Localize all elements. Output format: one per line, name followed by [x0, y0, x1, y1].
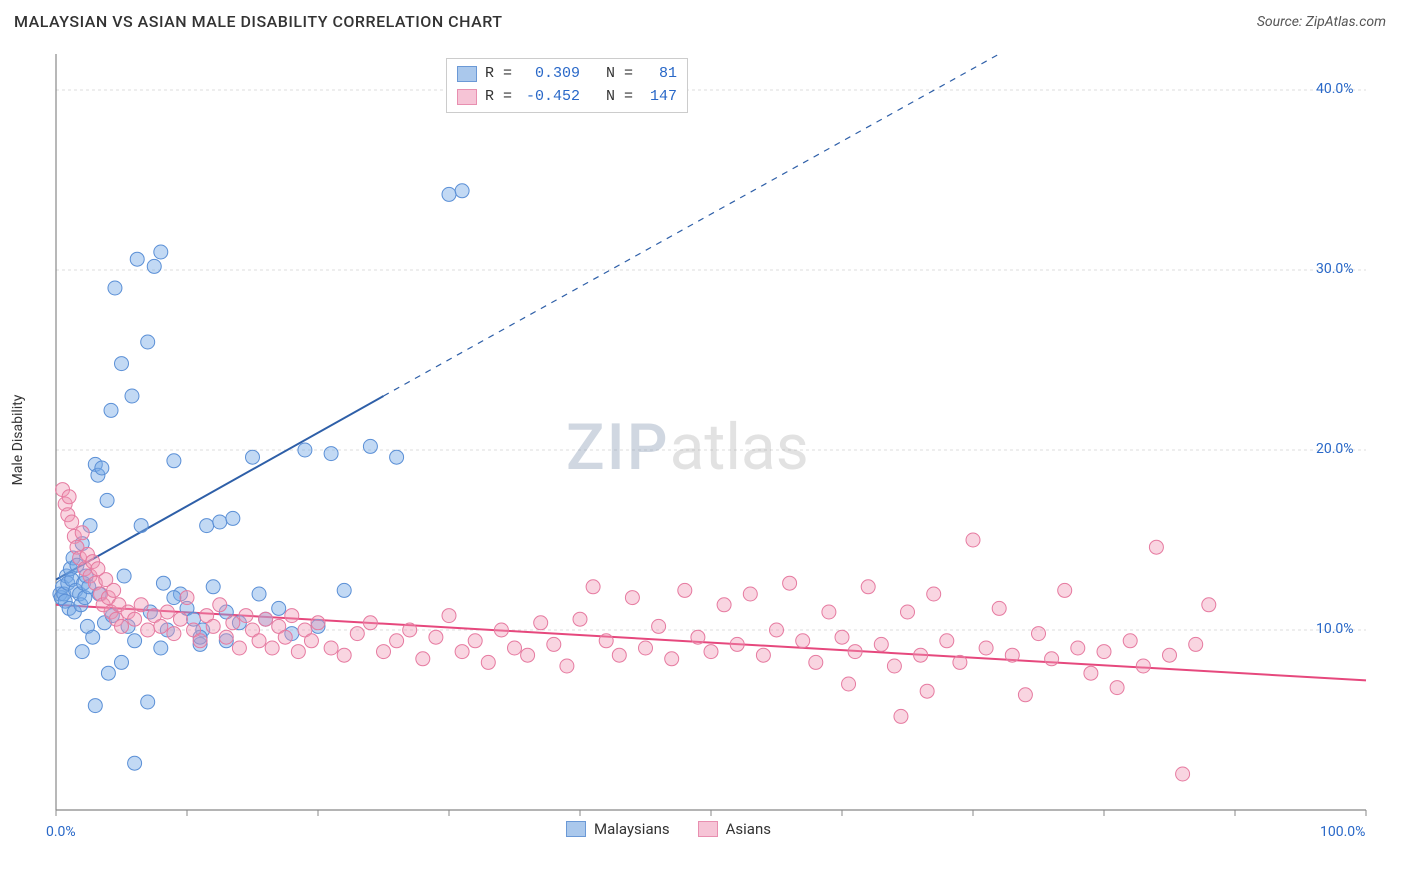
swatch-asians — [698, 821, 718, 837]
swatch-asians — [457, 89, 477, 105]
legend-item-asians: Asians — [698, 820, 771, 838]
n-value-asians: 147 — [641, 86, 677, 109]
swatch-malaysians — [566, 821, 586, 837]
y-tick-label: 10.0% — [1316, 621, 1354, 637]
x-tick-label: 0.0% — [46, 824, 76, 840]
stat-label: R = — [485, 63, 512, 86]
y-tick-label: 40.0% — [1316, 81, 1354, 97]
stat-label: N = — [588, 86, 633, 109]
legend-row-malaysians: R = 0.309 N = 81 — [457, 63, 677, 86]
y-tick-label: 30.0% — [1316, 261, 1354, 277]
r-value-malaysians: 0.309 — [520, 63, 580, 86]
y-tick-label: 20.0% — [1316, 441, 1354, 457]
x-tick-label: 100.0% — [1320, 824, 1365, 840]
y-axis-label: Male Disability — [10, 395, 26, 486]
chart-area: ZIPatlas R = 0.309 N = 81 R = -0.452 N =… — [46, 50, 1386, 840]
series-legend: Malaysians Asians — [566, 820, 771, 838]
legend-row-asians: R = -0.452 N = 147 — [457, 86, 677, 109]
n-value-malaysians: 81 — [641, 63, 677, 86]
stat-label: R = — [485, 86, 512, 109]
source-label: Source: ZipAtlas.com — [1257, 14, 1386, 30]
stat-label: N = — [588, 63, 633, 86]
chart-title: MALAYSIAN VS ASIAN MALE DISABILITY CORRE… — [14, 12, 503, 31]
swatch-malaysians — [457, 66, 477, 82]
r-value-asians: -0.452 — [520, 86, 580, 109]
correlation-legend: R = 0.309 N = 81 R = -0.452 N = 147 — [446, 58, 688, 113]
legend-item-malaysians: Malaysians — [566, 820, 670, 838]
legend-label: Asians — [726, 820, 771, 838]
legend-label: Malaysians — [594, 820, 670, 838]
scatter-chart — [46, 50, 1386, 840]
